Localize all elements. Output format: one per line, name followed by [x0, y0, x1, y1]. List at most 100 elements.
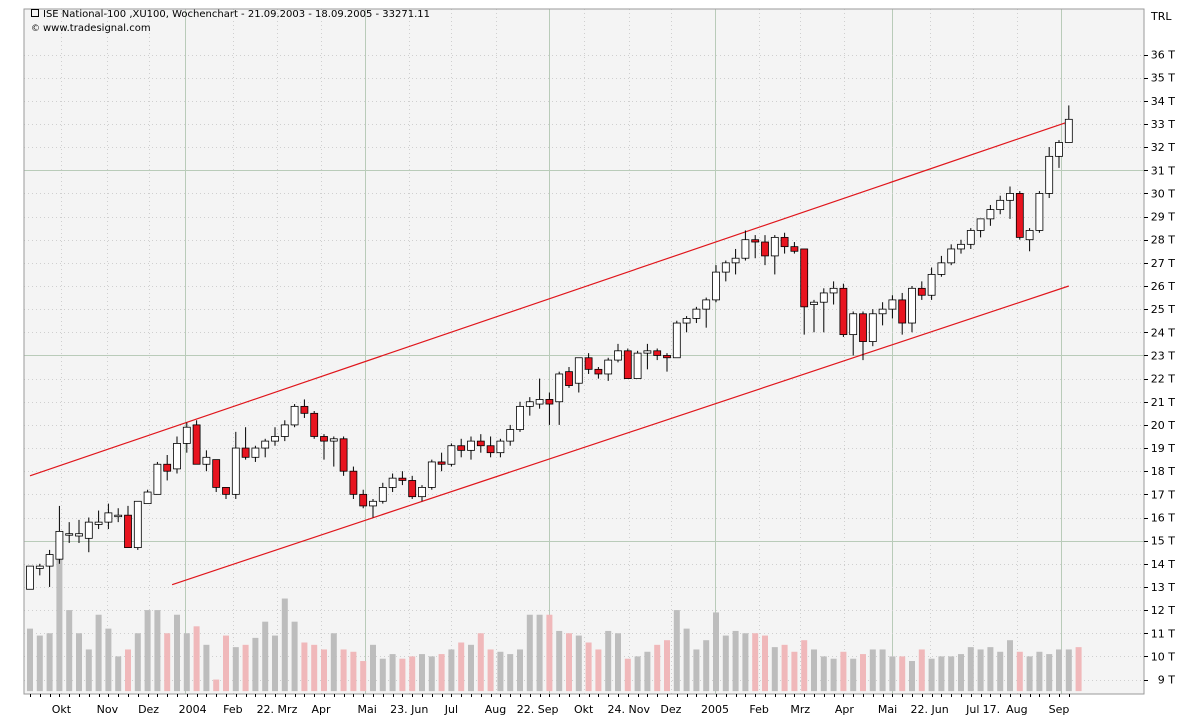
candle-body — [506, 429, 515, 442]
candle-body — [555, 373, 564, 403]
y-tick-label: 30 T — [1151, 187, 1175, 200]
volume-bar — [1046, 654, 1053, 692]
y-tick-label: 12 T — [1151, 604, 1175, 617]
volume-bar — [732, 630, 739, 692]
y-tick-label: 35 T — [1151, 72, 1175, 85]
volume-bar — [781, 644, 788, 692]
volume-bar — [477, 633, 484, 692]
candle-body — [868, 313, 877, 342]
x-tick-label: 24. Nov — [608, 703, 651, 716]
x-tick-label: 22. Sep — [517, 703, 559, 716]
candle-down — [790, 242, 799, 254]
candle-body — [574, 357, 583, 384]
candle-body — [545, 399, 554, 405]
candle-down — [359, 489, 368, 509]
candle-body — [329, 438, 338, 442]
candle-up — [535, 378, 544, 409]
candle-body — [741, 239, 750, 259]
candle-down — [594, 367, 603, 379]
candle-up — [1045, 147, 1054, 199]
candle-body — [898, 299, 907, 324]
volume-bar — [575, 635, 582, 692]
candle-body — [55, 530, 64, 560]
candle-up — [427, 459, 436, 490]
candle-up — [947, 244, 956, 266]
x-tick-label: Sep — [1049, 703, 1070, 716]
candle-down — [300, 399, 309, 418]
candle-up — [927, 267, 936, 300]
candle-body — [516, 405, 524, 430]
volume-bar — [948, 656, 955, 692]
candle-up — [682, 316, 691, 333]
candle-body — [1006, 192, 1014, 201]
candle-body — [751, 239, 760, 243]
candle-body — [290, 405, 299, 426]
x-tick-label: Okt — [52, 703, 72, 716]
volume-bar — [850, 658, 857, 692]
candle-body — [182, 426, 191, 444]
x-tick-label: Feb — [749, 703, 768, 716]
y-tick-label: 24 T — [1151, 326, 1175, 339]
volume-bar — [379, 658, 386, 692]
candle-up — [182, 422, 191, 453]
volume-bar — [164, 633, 171, 692]
x-tick-label: Apr — [835, 703, 855, 716]
candle-body — [790, 246, 799, 252]
candle-body — [819, 292, 828, 303]
candle-up — [731, 248, 740, 275]
candle-body — [408, 480, 417, 498]
candle-body — [457, 445, 466, 451]
candle-body — [202, 456, 211, 465]
candle-down — [565, 367, 573, 388]
candle-up — [937, 255, 946, 277]
candle-body — [604, 359, 613, 375]
x-tick-label: 2005 — [701, 703, 729, 716]
volume-bars — [27, 547, 1082, 692]
candle-down — [310, 411, 319, 439]
volume-bar — [556, 630, 563, 692]
volume-bar — [889, 656, 896, 692]
candle-body — [94, 521, 103, 525]
square-icon — [31, 9, 39, 17]
plot-background — [24, 9, 1144, 694]
y-tick-label: 36 T — [1151, 49, 1175, 62]
volume-bar — [291, 621, 298, 692]
y-tick-label: 27 T — [1151, 257, 1175, 270]
candle-body — [153, 463, 162, 495]
volume-bar — [987, 647, 994, 692]
candle-body — [1045, 155, 1054, 194]
candle-body — [839, 287, 848, 336]
volume-bar — [497, 651, 504, 692]
y-tick-label: 22 T — [1151, 373, 1175, 386]
volume-bar — [340, 649, 347, 692]
candle-up — [261, 438, 270, 458]
candle-up — [202, 450, 211, 472]
candle-body — [1064, 118, 1073, 143]
candle-up — [378, 482, 387, 504]
volume-bar — [615, 633, 621, 692]
candle-up — [84, 517, 93, 553]
candle-down — [839, 283, 848, 337]
candle-body — [1035, 192, 1044, 231]
candle-body — [712, 271, 720, 301]
candle-body — [859, 313, 867, 342]
source-link[interactable]: www.tradesignal.com — [43, 23, 151, 34]
volume-bar — [634, 656, 641, 692]
volume-bar — [95, 614, 102, 692]
candle-body — [800, 248, 809, 308]
candle-body — [917, 287, 926, 296]
candle-up — [251, 445, 260, 462]
x-axis: Okt Nov Dez 2004 Feb 22. Mrz Apr Mai 23. Jun Jul A… — [30, 694, 1070, 716]
volume-bar — [370, 644, 376, 692]
candle-body — [496, 440, 505, 454]
volume-bar — [183, 633, 190, 692]
candle-up — [271, 427, 279, 446]
price-candles — [26, 105, 1073, 590]
candle-body — [614, 350, 622, 361]
candle-body — [702, 299, 711, 310]
volume-bar — [918, 649, 925, 692]
candle-body — [163, 463, 172, 472]
volume-bar — [419, 654, 425, 692]
candle-up — [996, 195, 1005, 215]
candle-body — [427, 461, 436, 488]
